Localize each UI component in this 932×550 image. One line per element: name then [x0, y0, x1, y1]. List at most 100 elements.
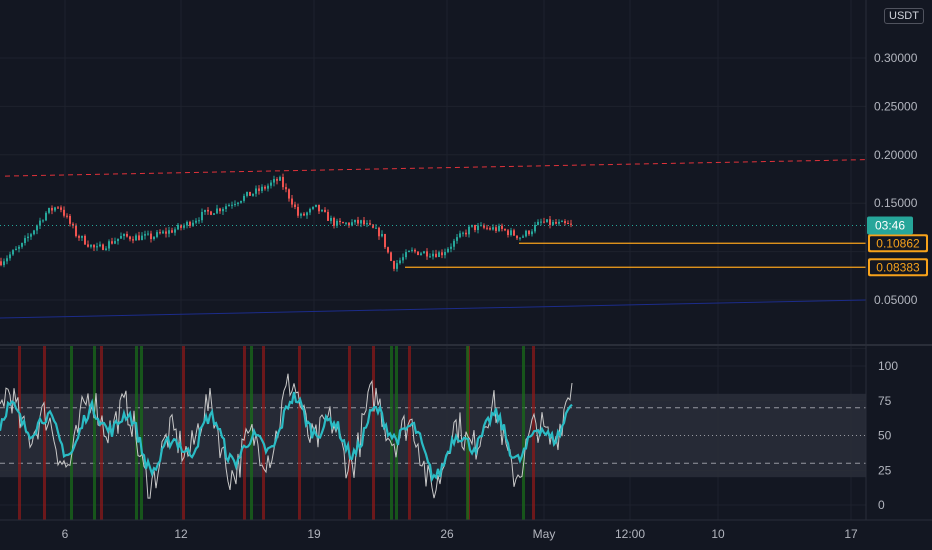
buy-signal-bar [395, 346, 398, 520]
time-tick-label: 10 [711, 527, 725, 541]
candle-body [459, 233, 461, 238]
buy-signal-bar [93, 346, 96, 520]
candle-body [309, 208, 311, 213]
candle-body [570, 223, 572, 225]
price-tick-label: 0.15000 [874, 196, 918, 210]
candle-body [321, 209, 323, 212]
candle-body [453, 240, 455, 247]
candle-body [171, 230, 173, 233]
candle-body [522, 236, 524, 238]
candle-body [483, 225, 485, 228]
candle-body [105, 248, 107, 250]
candle-body [540, 221, 542, 223]
candle-body [303, 213, 305, 216]
candle-body [441, 252, 443, 256]
candle-body [12, 250, 14, 255]
candle-body [411, 249, 413, 251]
candle-body [285, 187, 287, 190]
candle-body [420, 253, 422, 255]
candle-body [48, 207, 50, 213]
candle-body [213, 213, 215, 215]
candle-body [456, 237, 458, 241]
candle-body [156, 232, 158, 237]
candle-body [534, 224, 536, 232]
candle-body [444, 251, 446, 256]
candle-body [201, 211, 203, 221]
candle-body [93, 244, 95, 248]
candle-body [294, 204, 296, 207]
candle-body [210, 211, 212, 215]
candle-body [66, 215, 68, 217]
candle-body [501, 225, 503, 229]
candle-body [36, 225, 38, 231]
candle-body [138, 235, 140, 241]
candle-body [345, 222, 347, 224]
candle-body [273, 179, 275, 183]
candle-body [336, 220, 338, 226]
candle-body [507, 230, 509, 236]
oscillator-tick-label: 0 [878, 498, 885, 512]
candle-body [552, 221, 554, 225]
candle-body [378, 227, 380, 237]
candle-body [147, 233, 149, 235]
candle-body [528, 230, 530, 235]
candle-body [237, 202, 239, 204]
candle-body [333, 217, 335, 226]
candle-body [396, 263, 398, 269]
candle-body [435, 253, 437, 257]
candle-body [144, 234, 146, 236]
candle-body [21, 243, 23, 247]
candle-body [513, 230, 515, 236]
candle-body [168, 230, 170, 234]
candle-body [537, 221, 539, 225]
oscillator-tick-label: 100 [878, 359, 898, 373]
candle-body [342, 222, 344, 224]
candle-body [312, 206, 314, 209]
candle-body [288, 189, 290, 199]
candle-body [153, 236, 155, 240]
candle-body [231, 204, 233, 206]
candle-body [438, 252, 440, 257]
time-tick-label: May [533, 527, 556, 541]
candle-body [531, 231, 533, 235]
candle-body [300, 213, 302, 216]
candle-body [78, 236, 80, 238]
candle-body [69, 215, 71, 224]
candle-body [30, 234, 32, 237]
candle-body [495, 227, 497, 231]
candle-body [57, 207, 59, 209]
buy-signal-bar [466, 346, 469, 520]
candle-body [222, 209, 224, 212]
candle-body [369, 223, 371, 225]
price-pane [0, 159, 867, 319]
sell-signal-bar [100, 346, 103, 520]
candle-body [417, 251, 419, 255]
candle-body [63, 209, 65, 216]
candle-body [306, 212, 308, 216]
candle-body [339, 220, 341, 223]
candle-body [249, 191, 251, 196]
sell-signal-bar [262, 346, 265, 520]
candle-body [261, 186, 263, 191]
candle-body [174, 229, 176, 233]
candle-body [186, 221, 188, 226]
currency-button[interactable]: USDT [884, 8, 924, 24]
candle-body [234, 203, 236, 205]
candle-body [108, 241, 110, 249]
candle-body [183, 225, 185, 228]
candle-body [258, 188, 260, 191]
candle-body [402, 257, 404, 261]
candle-body [372, 224, 374, 228]
candle-body [465, 232, 467, 235]
candle-body [564, 221, 566, 224]
candle-body [567, 223, 569, 225]
candle-body [414, 249, 416, 252]
candle-body [240, 200, 242, 203]
candle-body [75, 225, 77, 237]
candle-body [3, 261, 5, 266]
candle-body [132, 239, 134, 241]
candle-body [498, 225, 500, 231]
candle-body [6, 258, 8, 262]
candle-body [315, 204, 317, 207]
